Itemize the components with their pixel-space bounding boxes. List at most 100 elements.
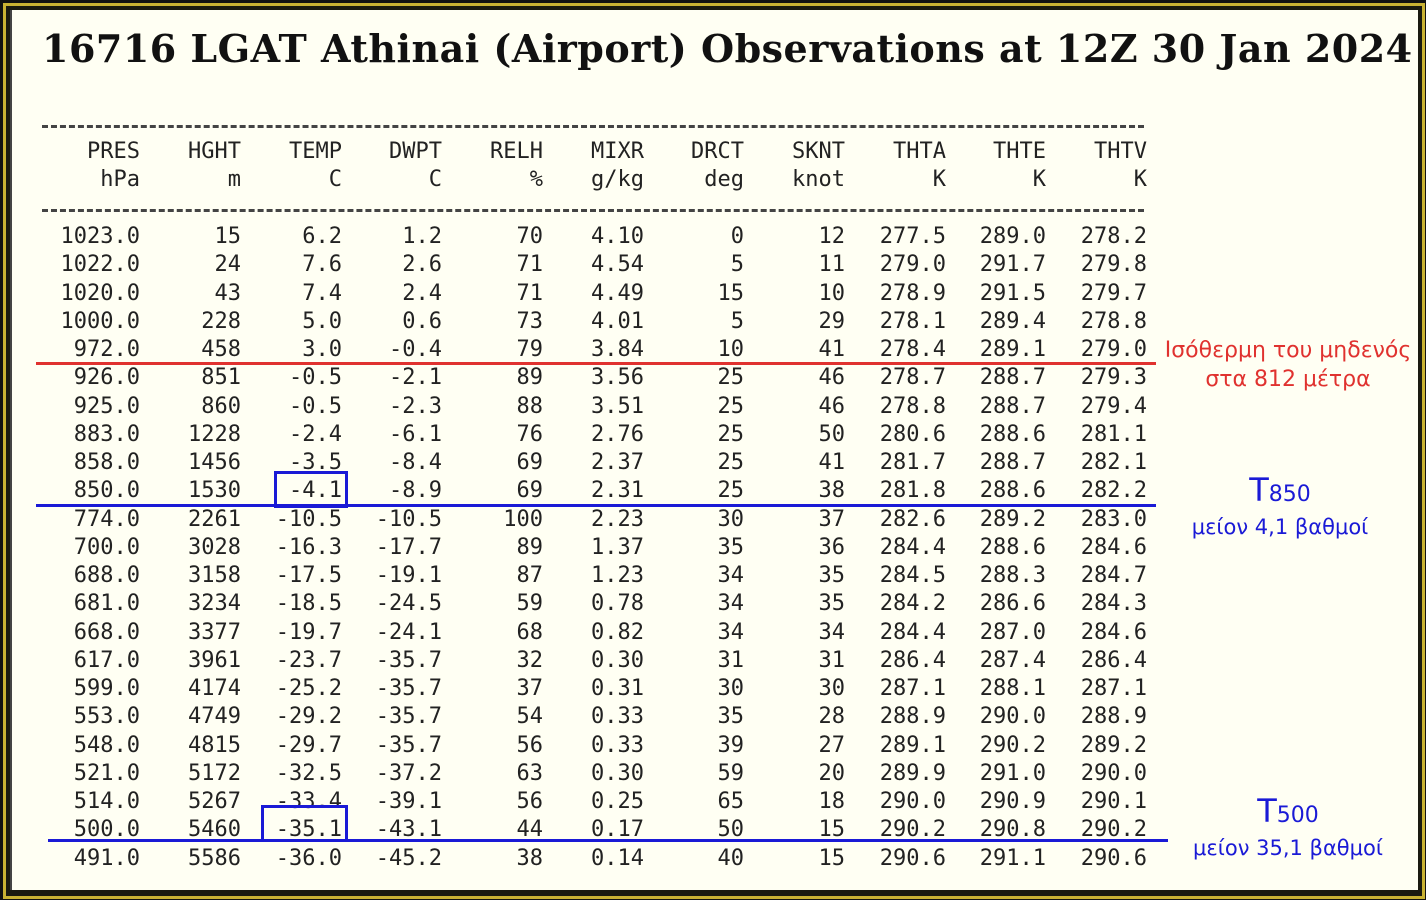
cell-drct: 25 bbox=[717, 450, 745, 475]
column-unit: C bbox=[428, 167, 442, 192]
t500-line bbox=[48, 839, 1168, 842]
cell-thta: 289.1 bbox=[879, 732, 946, 758]
cell-dwpt: 2.6 bbox=[402, 252, 442, 278]
cell-drct: 34 bbox=[717, 563, 745, 588]
cell-hght: 5172 bbox=[188, 760, 241, 786]
cell-temp: -29.2 bbox=[275, 704, 342, 730]
cell-dwpt: -2.3 bbox=[389, 393, 442, 419]
table-row: 548.0 4815 -29.7 -35.7 56 0.33 39 27 289.1 290.2 2… bbox=[0, 732, 1200, 760]
cell-thtv: 284.3 bbox=[1080, 591, 1147, 617]
cell-mixr: 2.37 bbox=[591, 450, 644, 475]
cell-thta: 289.9 bbox=[879, 760, 946, 786]
cell-thtv: 290.6 bbox=[1080, 845, 1147, 871]
cell-relh: 89 bbox=[516, 365, 544, 391]
cell-sknt: 41 bbox=[818, 450, 846, 475]
column-name: RELH bbox=[490, 139, 543, 164]
cell-thte: 288.7 bbox=[979, 365, 1046, 391]
cell-thtv: 279.7 bbox=[1080, 280, 1147, 306]
column-header-thta: THTA K bbox=[876, 138, 946, 194]
cell-mixr: 4.10 bbox=[591, 224, 644, 249]
cell-hght: 24 bbox=[214, 252, 242, 278]
cell-relh: 69 bbox=[516, 450, 544, 475]
cell-sknt: 11 bbox=[818, 252, 846, 278]
cell-dwpt: -39.1 bbox=[375, 789, 442, 814]
cell-pres: 1000.0 bbox=[60, 308, 140, 334]
cell-temp: -36.0 bbox=[275, 845, 342, 871]
cell-thta: 280.6 bbox=[879, 421, 946, 447]
column-header-mixr: MIXR g/kg bbox=[574, 138, 644, 194]
cell-pres: 688.0 bbox=[73, 563, 140, 588]
column-unit: knot bbox=[792, 167, 845, 192]
cell-mixr: 2.23 bbox=[591, 506, 644, 532]
cell-thte: 291.5 bbox=[979, 280, 1046, 306]
cell-relh: 71 bbox=[516, 252, 544, 278]
cell-hght: 851 bbox=[201, 365, 241, 391]
cell-hght: 3377 bbox=[188, 619, 241, 645]
cell-drct: 5 bbox=[730, 308, 744, 334]
column-unit: K bbox=[1133, 167, 1147, 192]
cell-relh: 79 bbox=[516, 337, 544, 362]
column-header-sknt: SKNT knot bbox=[775, 138, 845, 194]
cell-drct: 40 bbox=[717, 845, 745, 871]
cell-sknt: 27 bbox=[818, 732, 846, 758]
t850-label: T bbox=[1249, 471, 1269, 509]
cell-hght: 43 bbox=[214, 280, 242, 306]
cell-dwpt: -43.1 bbox=[375, 817, 442, 843]
cell-pres: 1022.0 bbox=[60, 252, 140, 278]
table-row: 925.0 860 -0.5 -2.3 88 3.51 25 46 278.8 288.7 279.… bbox=[0, 393, 1200, 421]
column-unit: deg bbox=[704, 167, 744, 192]
cell-thtv: 290.0 bbox=[1080, 760, 1147, 786]
table-row: 514.0 5267 -33.4 -39.1 56 0.25 65 18 290.0 290.9 2… bbox=[0, 788, 1200, 816]
cell-drct: 10 bbox=[717, 337, 745, 362]
cell-pres: 1023.0 bbox=[60, 224, 140, 249]
cell-thte: 288.6 bbox=[979, 421, 1046, 447]
cell-thtv: 279.4 bbox=[1080, 393, 1147, 419]
cell-temp: -29.7 bbox=[275, 732, 342, 758]
cell-dwpt: -0.4 bbox=[389, 337, 442, 362]
t850-note: T850 μείον 4,1 βαθμοί bbox=[1180, 472, 1380, 539]
cell-pres: 514.0 bbox=[73, 789, 140, 814]
cell-hght: 4749 bbox=[188, 704, 241, 730]
header-divider bbox=[42, 209, 1144, 212]
cell-pres: 972.0 bbox=[73, 337, 140, 362]
t850-highlight-box bbox=[274, 471, 348, 508]
cell-hght: 5586 bbox=[188, 845, 241, 871]
freezing-level-note: Ισόθερμη του μηδενός στα 812 μέτρα bbox=[1160, 338, 1416, 392]
column-name: DWPT bbox=[389, 139, 442, 164]
column-header-dwpt: DWPT C bbox=[372, 138, 442, 194]
cell-relh: 68 bbox=[516, 619, 544, 645]
cell-mixr: 0.14 bbox=[591, 845, 644, 871]
cell-thta: 281.7 bbox=[879, 450, 946, 475]
cell-hght: 860 bbox=[201, 393, 241, 419]
cell-dwpt: -19.1 bbox=[375, 563, 442, 588]
cell-temp: -17.5 bbox=[275, 563, 342, 588]
cell-pres: 858.0 bbox=[73, 450, 140, 475]
cell-relh: 73 bbox=[516, 308, 544, 334]
column-unit: % bbox=[529, 167, 543, 192]
cell-thte: 288.7 bbox=[979, 450, 1046, 475]
cell-mixr: 0.31 bbox=[591, 676, 644, 701]
cell-thte: 290.9 bbox=[979, 789, 1046, 814]
column-unit: m bbox=[227, 167, 241, 192]
cell-drct: 25 bbox=[717, 421, 745, 447]
cell-thta: 278.8 bbox=[879, 393, 946, 419]
cell-pres: 617.0 bbox=[73, 647, 140, 673]
cell-dwpt: -35.7 bbox=[375, 676, 442, 701]
cell-mixr: 1.37 bbox=[591, 534, 644, 560]
cell-thtv: 279.0 bbox=[1080, 337, 1147, 362]
cell-hght: 4174 bbox=[188, 676, 241, 701]
cell-temp: 6.2 bbox=[302, 224, 342, 249]
cell-relh: 71 bbox=[516, 280, 544, 306]
cell-dwpt: 1.2 bbox=[402, 224, 442, 249]
cell-thte: 287.0 bbox=[979, 619, 1046, 645]
cell-mixr: 2.76 bbox=[591, 421, 644, 447]
t500-note: T500 μείον 35,1 βαθμοί bbox=[1188, 793, 1388, 860]
table-row: 972.0 458 3.0 -0.4 79 3.84 10 41 278.4 289.1 279.0 bbox=[0, 336, 1200, 364]
table-row: 1000.0 228 5.0 0.6 73 4.01 5 29 278.1 289.4 278.8 bbox=[0, 308, 1200, 336]
cell-temp: -2.4 bbox=[289, 421, 342, 447]
cell-thtv: 284.6 bbox=[1080, 534, 1147, 560]
cell-sknt: 12 bbox=[818, 224, 846, 249]
cell-sknt: 35 bbox=[818, 591, 846, 617]
cell-relh: 88 bbox=[516, 393, 544, 419]
cell-drct: 0 bbox=[730, 224, 744, 249]
